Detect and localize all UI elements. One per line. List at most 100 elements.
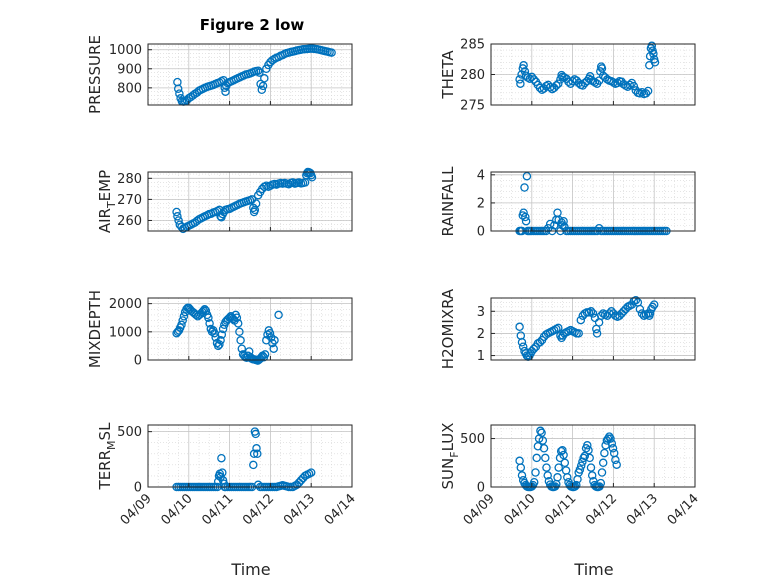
data-point [306,468,316,477]
data-point [613,78,622,88]
data-point [541,453,550,463]
data-point [521,212,530,222]
y-tick-label: 280 [460,68,485,83]
data-point [215,78,224,87]
axes-box [147,424,353,488]
data-point [584,445,593,455]
data-point [554,323,563,333]
y-tick-label: 1000 [109,325,142,340]
data-point [558,445,567,455]
data-point [576,315,586,325]
data-point [204,313,213,322]
data-point [233,319,243,328]
data-point [218,468,227,477]
data-point [517,471,527,480]
x-axis-label-right: Time [573,560,613,579]
y-tick-label: 0 [134,354,142,369]
series-points [172,167,317,234]
data-point [590,78,600,87]
data-point [588,309,598,318]
y-tick-label: 1000 [109,43,142,58]
x-tick-label: 04/09 [118,491,155,528]
data-point [583,441,592,450]
data-point [608,444,618,453]
data-point [205,319,214,328]
axes-box [147,297,353,361]
data-point [538,436,548,445]
data-point [236,336,245,345]
data-point [568,76,577,86]
data-point [647,41,657,51]
data-point [216,336,225,345]
data-point [556,75,565,84]
y-axis-label: RAINFALL [439,166,457,237]
data-point [559,450,568,460]
figure-title: Figure 2 low [200,16,305,34]
data-point [641,89,651,98]
data-point [253,66,263,75]
data-point [235,327,244,337]
data-point [586,463,596,472]
data-point [221,87,230,96]
y-label-tail: SL [96,422,114,441]
data-point [529,75,539,84]
y-tick-label: 2000 [109,297,142,312]
data-point [576,461,586,470]
x-tick-label: 04/13 [281,491,318,528]
data-point [260,74,269,83]
data-point [213,477,223,486]
data-point [260,350,270,359]
data-point [575,465,585,474]
data-point [579,453,588,463]
y-axis-label: MIXDEPTH [86,290,104,368]
axes-box [490,297,696,361]
data-point [637,309,647,318]
x-tick-label: 04/10 [502,491,539,528]
data-point [537,428,546,438]
y-tick-label: 260 [117,214,142,229]
data-point [535,83,545,93]
y-tick-label: 1 [477,349,485,364]
x-axis-label-left: Time [230,560,270,579]
data-point [635,304,645,314]
data-point [237,344,247,353]
series-points [515,41,660,99]
axes-box [490,171,696,232]
data-point [274,310,283,320]
data-point [558,221,567,230]
data-point [516,79,525,88]
data-point [257,85,267,95]
y-tick-label: 500 [117,425,142,440]
x-tick-label: 04/11 [199,491,236,528]
data-point [553,473,562,482]
data-point [240,351,249,361]
y-axis-label: AIRTEMP [96,170,118,233]
data-point [177,320,186,330]
y-tick-label: 0 [134,481,142,496]
data-point [253,449,262,459]
axes-box [490,424,696,488]
panel-h2omixra: 1 2 3 H2OMIXRA [439,288,696,369]
data-point [529,477,539,487]
y-axis-label: TERRMSL [96,422,118,491]
data-point [649,300,659,309]
y-tick-label: 2 [477,327,485,342]
data-point [531,468,540,477]
y-tick-label: 500 [460,432,485,447]
data-point [532,453,541,463]
data-point [173,327,183,337]
data-point [631,295,641,305]
data-point [609,78,618,87]
data-point [249,460,258,470]
data-point [554,79,563,88]
data-point [585,453,594,463]
y-label-subscript: M [105,440,118,450]
data-point [529,344,539,354]
y-tick-label: 275 [460,99,485,114]
data-point [173,212,182,221]
data-point [607,439,617,448]
data-point [596,311,606,320]
